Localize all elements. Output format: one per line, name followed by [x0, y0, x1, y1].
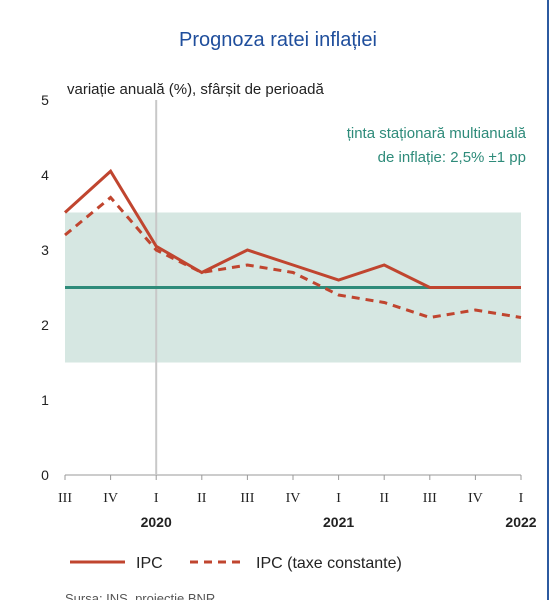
year-label: 2022 [505, 514, 536, 530]
annotation: ținta staționară multianuală [347, 125, 527, 142]
series-line [64, 195, 522, 320]
series-line [63, 168, 521, 289]
x-tick-label: III [240, 491, 254, 506]
source: Sursa: INS, proiecție BNR [65, 591, 215, 600]
y-tick-label: 3 [41, 242, 49, 258]
y-tick-label: 2 [41, 317, 49, 333]
year-label: 2021 [323, 514, 354, 530]
y-tick-label: 4 [41, 167, 49, 183]
x-tick-label: III [58, 491, 72, 506]
y-tick-label: 0 [41, 467, 49, 483]
annotation: de inflație: 2,5% ±1 pp [378, 149, 526, 166]
x-tick-label: IV [286, 491, 301, 506]
x-tick-label: II [380, 491, 390, 506]
subtitle: variație anuală (%), sfârșit de perioadă [67, 81, 324, 98]
x-tick-label: IV [103, 491, 118, 506]
y-tick-label: 5 [41, 92, 49, 108]
x-tick-label: II [197, 491, 207, 506]
y-tick-label: 1 [41, 392, 49, 408]
x-tick-label: IV [468, 491, 483, 506]
legend-label: IPC (taxe constante) [256, 555, 402, 572]
x-tick-label: I [336, 491, 341, 506]
x-tick-label: III [423, 491, 437, 506]
chart-title: Prognoza ratei inflației [179, 29, 377, 51]
year-label: 2020 [141, 514, 172, 530]
x-tick-label: I [154, 491, 159, 506]
x-tick-label: I [519, 491, 524, 506]
legend-label: IPC [136, 555, 163, 572]
